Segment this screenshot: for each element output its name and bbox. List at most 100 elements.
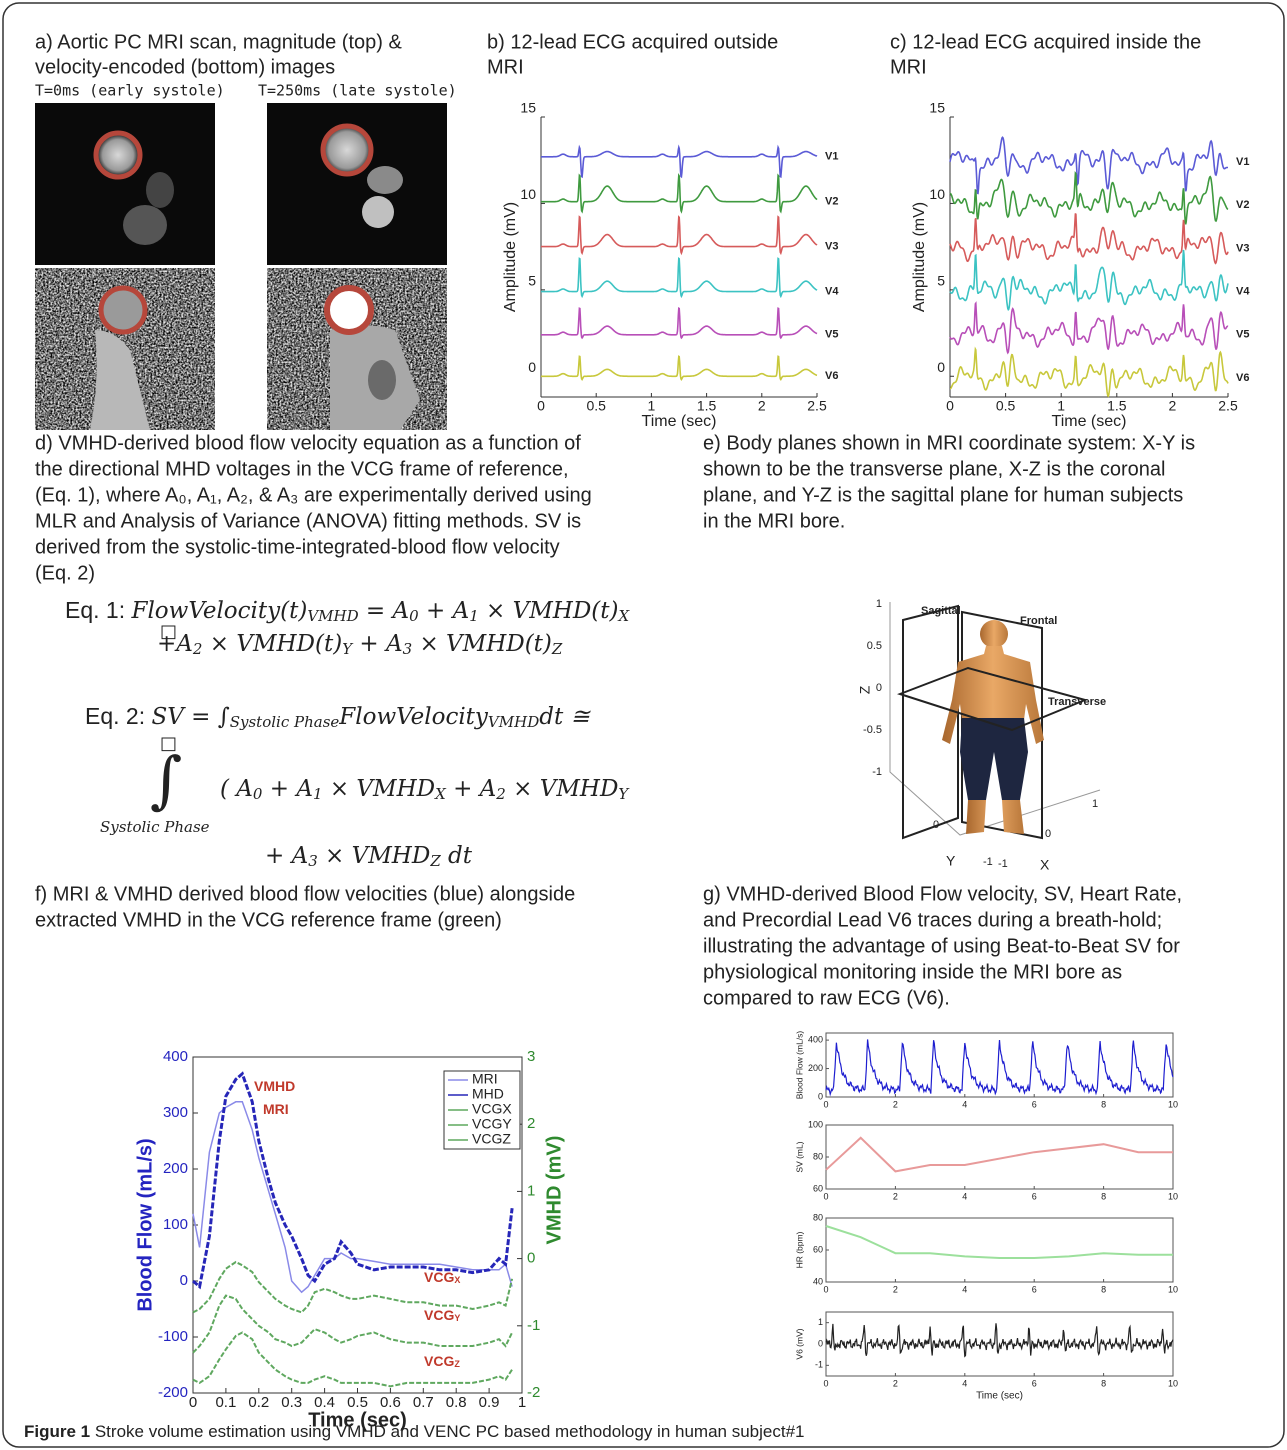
legend-label: VCGY [472,1116,512,1132]
body [942,620,1044,834]
lead-label: V1 [1236,156,1249,168]
x-tick-label: 0 [1045,828,1051,840]
z-tick-label: 1 [876,598,882,610]
ecg-trace [541,355,818,381]
caption-line: e) Body planes shown in MRI coordinate s… [703,432,1195,454]
y-tick-label: 10 [929,186,945,202]
ecg-trace [541,307,818,340]
x-tick-label: 6 [1032,1099,1037,1109]
equation-part: 1 [313,785,323,803]
caption-line: MLR and Analysis of Variance (ANOVA) fit… [35,510,581,532]
y-tick-label: 60 [813,1183,823,1193]
equation-part: 2 [495,785,506,803]
equation-part: X [618,607,631,625]
caption-line: MRI [890,56,927,78]
ecg-trace [949,301,1229,355]
line-series [192,1101,513,1294]
x-tick-label: 0 [189,1394,197,1411]
caption-line: velocity-encoded (bottom) images [35,56,335,78]
y-tick-label: 300 [163,1104,188,1121]
x-tick-label: 4 [962,1191,967,1201]
x-tick-label: 0 [537,398,545,414]
aorta-roi [320,123,374,177]
ecg-trace [949,249,1229,311]
caption-line: extracted VMHD in the VCG reference fram… [35,909,502,931]
y-tick-label: 1 [818,1317,823,1327]
ecg-trace [949,346,1229,398]
y2-axis-label: VMHD (mV) [543,1136,565,1245]
x-tick-label: 8 [1101,1099,1106,1109]
time-label: T=0ms (early systole) [35,82,225,100]
x-tick-label: 10 [1168,1099,1178,1109]
annotation-text: VMHD [254,1078,295,1094]
axis-label: X [1040,857,1050,873]
axes-frame [889,602,1101,836]
magnitude-image [35,103,215,265]
y-axis-label: HR (bpm) [794,1231,804,1268]
equation-part: +A [157,631,193,657]
y-tick-label: 0 [180,1272,188,1289]
x-tick-label: 0 [823,1284,828,1294]
annotation-sub: Y [454,1313,460,1323]
equation-part: = A [359,598,410,624]
integral-lower: Systolic Phase [100,818,210,836]
x-axis-label: Time (sec) [642,413,717,430]
equation-part: + A [262,776,313,802]
lead-label: V3 [825,241,838,253]
annotation-sub: Z [454,1359,460,1369]
equation-part: Z [551,640,563,658]
annotation-text: VCG [424,1353,454,1369]
time-label: T=250ms (late systole) [258,82,457,100]
y-tick-label: 100 [163,1216,188,1233]
caption-line: physiological monitoring inside the MRI … [703,961,1122,983]
x-tick-label: 0.7 [413,1394,434,1411]
annotation: VCGY [424,1307,460,1323]
x-tick-label: 4 [962,1099,967,1109]
aorta-roi [98,285,148,335]
axis-label: Z [857,685,873,694]
z-tick-label: -0.5 [863,724,882,736]
trace [825,1323,1174,1358]
equation: + A3 × VMHDZ dt [265,843,473,870]
annotation: MRI [263,1101,289,1117]
legend-label: MRI [472,1071,498,1087]
x-axis-label: Time (sec) [976,1391,1023,1402]
y2-tick-label: -2 [527,1384,540,1401]
y-tick-label: 5 [937,273,945,289]
equation: +A2 × VMHD(t)Y + A3 × VMHD(t)Z [157,631,563,658]
x-tick-label: 1.5 [697,398,717,414]
equation-part: 0 [253,785,263,803]
equation: Eq. 1: FlowVelocity(t)VMHD = A0 + A1 × V… [65,597,631,624]
figure-caption: Figure 1 Stroke volume estimation using … [24,1422,805,1441]
caption-line: derived from the systolic-time-integrate… [35,536,560,558]
caption-line: b) 12-lead ECG acquired outside [487,31,778,53]
annotation-text: VCG [424,1307,454,1323]
y-tick-label: 0 [933,819,939,831]
lead-label: V6 [1236,372,1249,384]
equation-part: FlowVelocity [338,704,489,730]
y-tick-label: 0 [937,359,945,375]
z-tick-label: 0 [876,682,882,694]
legend-label: VCGZ [472,1131,511,1147]
lead-label: V5 [825,329,838,341]
equation-part: Y [342,640,354,658]
y-axis-label: Blood Flow (mL/s) [134,1138,156,1311]
y-tick-label: 60 [813,1244,823,1254]
ecg-trace [949,171,1229,225]
x-tick-label: 0 [823,1191,828,1201]
equation-part: dt [441,843,473,869]
caption-line: MRI [487,56,524,78]
x-tick-label: 1 [1092,798,1098,810]
annotation-text: VCG [424,1269,454,1285]
x-tick-label: 0.2 [248,1394,269,1411]
equation-part: + A [265,843,308,869]
equation-part: + A [419,598,470,624]
equation-part: + A [446,776,497,802]
annotation: VCGX [424,1269,460,1285]
y2-tick-label: 1 [527,1182,535,1199]
x-tick-label: 10 [1168,1191,1178,1201]
y-tick-label: 40 [813,1276,823,1286]
x-tick-label: 10 [1168,1284,1178,1294]
x-tick-label: 2 [1169,398,1177,414]
